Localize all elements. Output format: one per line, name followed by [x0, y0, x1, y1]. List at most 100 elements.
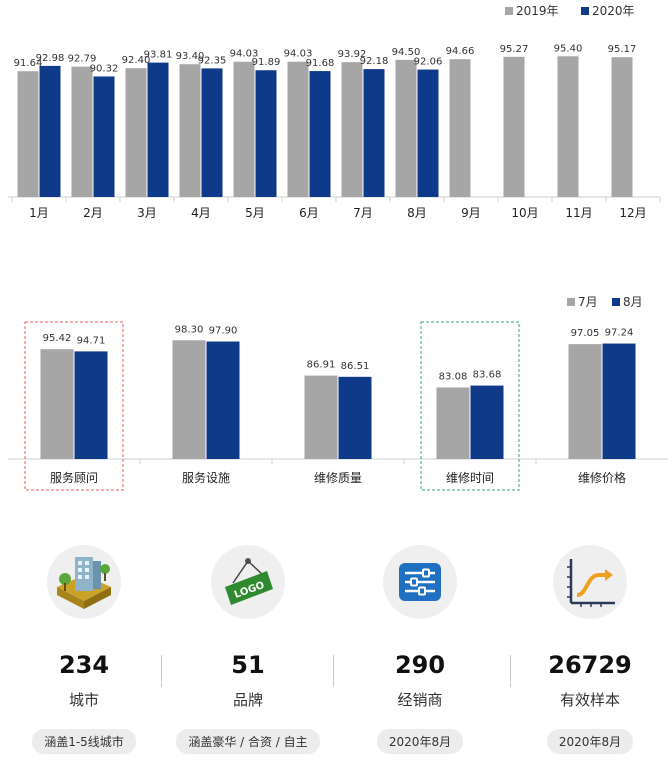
- x-tick-label: 4月: [191, 206, 211, 220]
- legend-label: 2019年: [516, 4, 559, 18]
- stat-label: 城市: [68, 691, 99, 709]
- bar-2019年-11月: [557, 56, 579, 197]
- stat-number: 51: [231, 651, 265, 679]
- bar-2019年-6月: [287, 61, 309, 198]
- data-label: 95.42: [43, 333, 72, 344]
- bar-8月-维修价格: [602, 343, 636, 459]
- bar-2020年-4月: [201, 68, 223, 197]
- data-label: 86.91: [307, 360, 336, 371]
- bar-2019年-9月: [449, 59, 471, 197]
- bar-2020年-3月: [147, 62, 169, 197]
- x-tick-label: 维修价格: [578, 470, 626, 485]
- bar-2020年-5月: [255, 70, 277, 197]
- x-tick-label: 维修时间: [446, 470, 494, 485]
- data-label: 92.40: [122, 55, 151, 66]
- x-tick-label: 服务顾问: [50, 470, 98, 485]
- data-label: 94.03: [230, 49, 259, 60]
- x-tick-label: 服务设施: [182, 470, 230, 485]
- data-label: 86.51: [341, 361, 370, 372]
- data-label: 95.27: [500, 44, 529, 55]
- bar-2019年-12月: [611, 57, 633, 197]
- data-label: 92.06: [414, 57, 443, 68]
- data-label: 97.90: [209, 326, 238, 337]
- data-label: 97.24: [605, 328, 634, 339]
- data-label: 94.03: [284, 49, 313, 60]
- bar-7月-服务顾问: [40, 349, 74, 459]
- sliders-icon: [383, 545, 457, 619]
- data-label: 90.32: [90, 63, 119, 74]
- bar-8月-服务设施: [206, 341, 240, 459]
- bar-2020年-8月: [417, 69, 439, 197]
- bar-2020年-6月: [309, 71, 331, 197]
- data-label: 98.30: [175, 324, 204, 335]
- stat-number: 234: [58, 651, 110, 679]
- bar-8月-维修质量: [338, 376, 372, 459]
- data-label: 91.89: [252, 57, 281, 68]
- bar-8月-维修时间: [470, 385, 504, 459]
- stat-divider: [510, 655, 511, 687]
- bar-2019年-4月: [179, 64, 201, 197]
- legend-label: 7月: [578, 295, 598, 309]
- stat-tag: 涵盖1-5线城市: [32, 729, 136, 754]
- bar-2019年-10月: [503, 56, 525, 197]
- stat-tag: 2020年8月: [546, 729, 634, 754]
- data-label: 92.98: [36, 53, 65, 64]
- bar-7月-维修时间: [436, 387, 470, 459]
- data-label: 95.17: [608, 44, 637, 55]
- data-label: 92.79: [68, 54, 97, 65]
- x-tick-label: 8月: [407, 206, 427, 220]
- data-label: 83.68: [473, 370, 502, 381]
- data-label: 93.81: [144, 50, 173, 61]
- stat-tag: 涵盖豪华 / 合资 / 自主: [176, 729, 320, 754]
- x-tick-label: 11月: [565, 206, 592, 220]
- bar-2019年-1月: [17, 71, 39, 197]
- x-tick-label: 10月: [511, 206, 538, 220]
- highlight-box: [420, 321, 520, 491]
- growth-chart-icon: [553, 545, 627, 619]
- data-label: 83.08: [439, 371, 468, 382]
- stat-label: 经销商: [397, 691, 443, 709]
- x-tick-label: 9月: [461, 206, 481, 220]
- bar-2020年-2月: [93, 76, 115, 197]
- stat-tag: 2020年8月: [376, 729, 464, 754]
- bar-2019年-7月: [341, 62, 363, 197]
- highlight-box: [24, 321, 124, 491]
- x-tick-label: 7月: [353, 206, 373, 220]
- data-label: 92.18: [360, 56, 389, 67]
- bar-2019年-3月: [125, 68, 147, 198]
- x-tick-label: 6月: [299, 206, 319, 220]
- stat-divider: [161, 655, 162, 687]
- bar-7月-维修价格: [568, 344, 602, 459]
- bar-2019年-5月: [233, 61, 255, 198]
- legend-label: 8月: [623, 295, 643, 309]
- stat-brands: LOGO 51 品牌 涵盖豪华 / 合资 / 自主: [164, 545, 332, 754]
- legend-swatch: [567, 298, 575, 306]
- data-label: 91.64: [14, 58, 43, 69]
- bar-2019年-2月: [71, 66, 93, 197]
- data-label: 91.68: [306, 58, 335, 69]
- bar-7月-维修质量: [304, 375, 338, 459]
- bar-2020年-7月: [363, 69, 385, 197]
- x-tick-label: 5月: [245, 206, 265, 220]
- legend-label: 2020年: [592, 4, 635, 18]
- data-label: 92.35: [198, 55, 227, 66]
- data-label: 94.50: [392, 47, 421, 58]
- bar-2019年-8月: [395, 59, 417, 197]
- x-tick-label: 维修质量: [314, 470, 362, 485]
- data-label: 95.40: [554, 43, 583, 54]
- stat-number: 26729: [548, 651, 632, 679]
- bar-2020年-1月: [39, 65, 61, 197]
- x-tick-label: 1月: [29, 206, 49, 220]
- data-label: 94.66: [446, 46, 475, 57]
- data-label: 93.92: [338, 49, 367, 60]
- stat-cities: 234 城市 涵盖1-5线城市: [0, 545, 168, 754]
- stat-dealers: 290 经销商 2020年8月: [336, 545, 504, 754]
- stat-number: 290: [394, 651, 446, 679]
- bar-7月-服务设施: [172, 340, 206, 459]
- legend-swatch: [612, 298, 620, 306]
- data-label: 97.05: [571, 328, 600, 339]
- data-label: 93.40: [176, 51, 205, 62]
- legend-swatch: [505, 7, 513, 15]
- logo-sign-icon: LOGO: [211, 545, 285, 619]
- x-tick-label: 12月: [619, 206, 646, 220]
